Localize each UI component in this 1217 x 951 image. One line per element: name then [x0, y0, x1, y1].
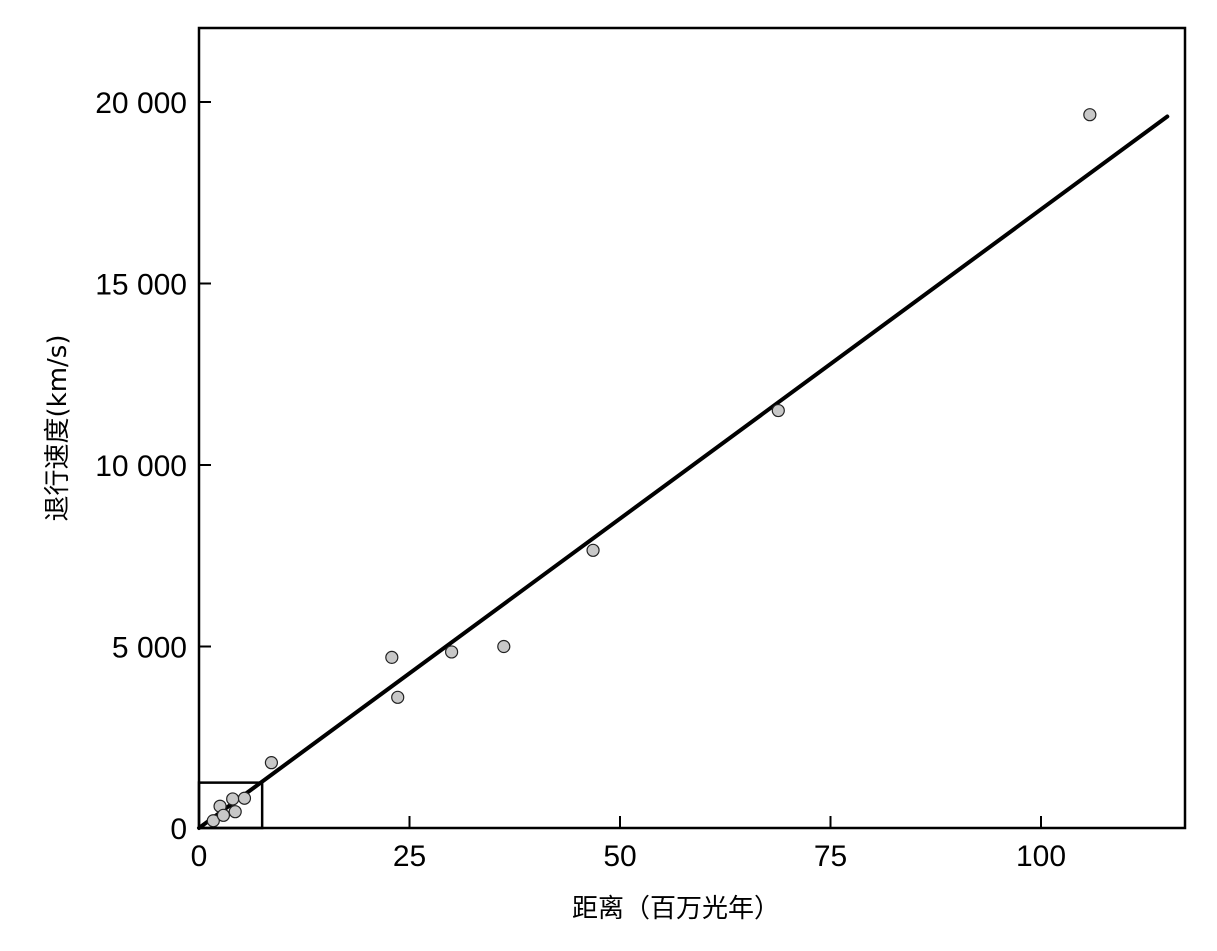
y-tick-label: 20 000 — [95, 87, 187, 120]
x-tick-label: 0 — [191, 840, 208, 873]
x-axis-title: 距离（百万光年） — [572, 894, 780, 924]
data-point — [771, 403, 785, 418]
data-point — [264, 756, 279, 770]
x-tick-label: 75 — [814, 840, 847, 873]
plot-frame-layer — [197, 26, 1187, 830]
data-point — [385, 650, 399, 664]
y-tick-label: 0 — [170, 813, 187, 846]
data-points-layer — [206, 108, 1097, 828]
data-point — [497, 639, 511, 654]
y-tick-label: 10 000 — [95, 450, 187, 483]
data-point — [445, 645, 459, 659]
y-axis-title: 退行速度(km/s) — [43, 335, 73, 522]
plot-frame — [197, 26, 1187, 830]
regression-line — [197, 114, 1170, 830]
data-point — [216, 808, 231, 822]
data-point — [237, 791, 252, 805]
x-tick-label: 100 — [1016, 840, 1066, 873]
x-tick-label: 50 — [603, 840, 636, 873]
data-point — [226, 792, 240, 806]
y-tick-label: 5 000 — [112, 632, 187, 665]
data-point — [228, 805, 242, 819]
data-point — [391, 690, 405, 704]
y-tick-label: 15 000 — [95, 269, 187, 302]
fit-line-layer — [197, 114, 1170, 830]
data-point — [586, 543, 600, 557]
x-tick-label: 25 — [393, 840, 426, 873]
data-point — [206, 814, 220, 828]
axis-ticks-layer: 0 25 50 75 100 0 5 000 10 000 15 000 20 000 — [95, 87, 1066, 873]
data-point — [1083, 108, 1097, 122]
